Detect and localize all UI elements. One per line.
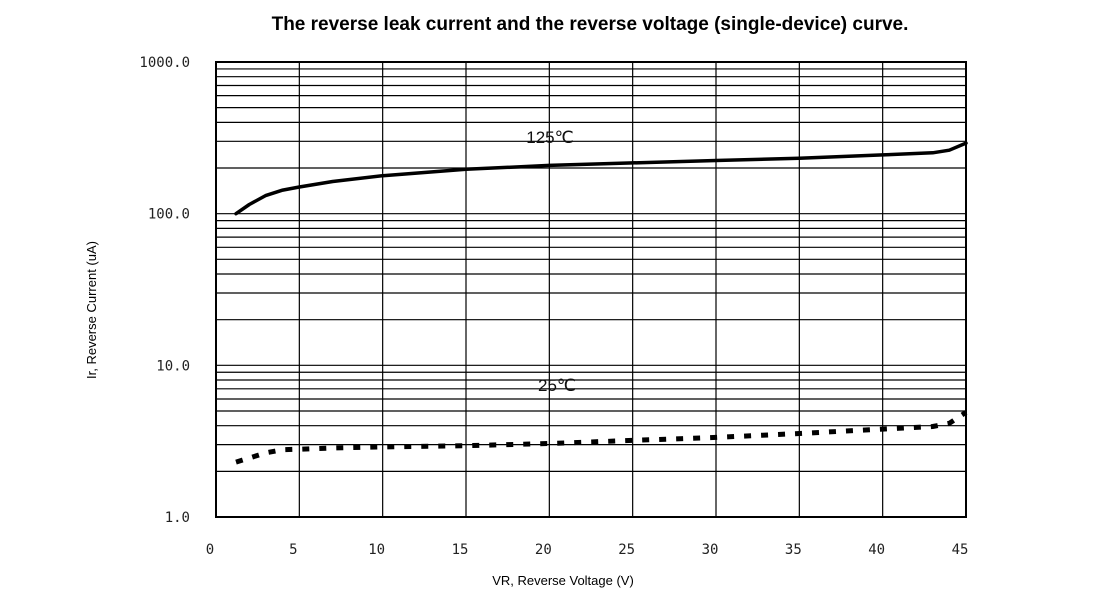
series-line-25c	[235, 410, 968, 465]
y-tick-label: 1.0	[165, 510, 190, 526]
x-tick-label: 25	[618, 542, 635, 558]
series-layer	[234, 141, 968, 465]
x-tick-label: 35	[785, 542, 802, 558]
series-label-125c: 125℃	[526, 128, 573, 147]
y-tick-label: 100.0	[148, 207, 190, 223]
series-line-125c	[234, 141, 968, 216]
chart-title: The reverse leak current and the reverse…	[272, 14, 909, 35]
x-axis-ticks: 0 5 10 15 20 25 30 35 40 45	[206, 542, 969, 558]
series-label-25c: 25℃	[538, 376, 576, 395]
x-tick-label: 10	[368, 542, 385, 558]
x-tick-label: 45	[952, 542, 969, 558]
y-tick-label: 10.0	[156, 358, 190, 374]
y-axis-label: Ir, Reverse Current (uA)	[84, 241, 99, 379]
x-tick-label: 20	[535, 542, 552, 558]
x-axis-label: VR, Reverse Voltage (V)	[492, 573, 634, 588]
grid-lines	[215, 61, 967, 518]
x-tick-label: 30	[702, 542, 719, 558]
x-tick-label: 5	[289, 542, 297, 558]
x-tick-label: 40	[868, 542, 885, 558]
x-tick-label: 0	[206, 542, 214, 558]
plot-frame	[215, 61, 967, 518]
y-tick-label: 1000.0	[139, 55, 190, 71]
y-axis-ticks: 1.0 10.0 100.0 1000.0	[139, 55, 190, 526]
x-tick-label: 15	[452, 542, 469, 558]
